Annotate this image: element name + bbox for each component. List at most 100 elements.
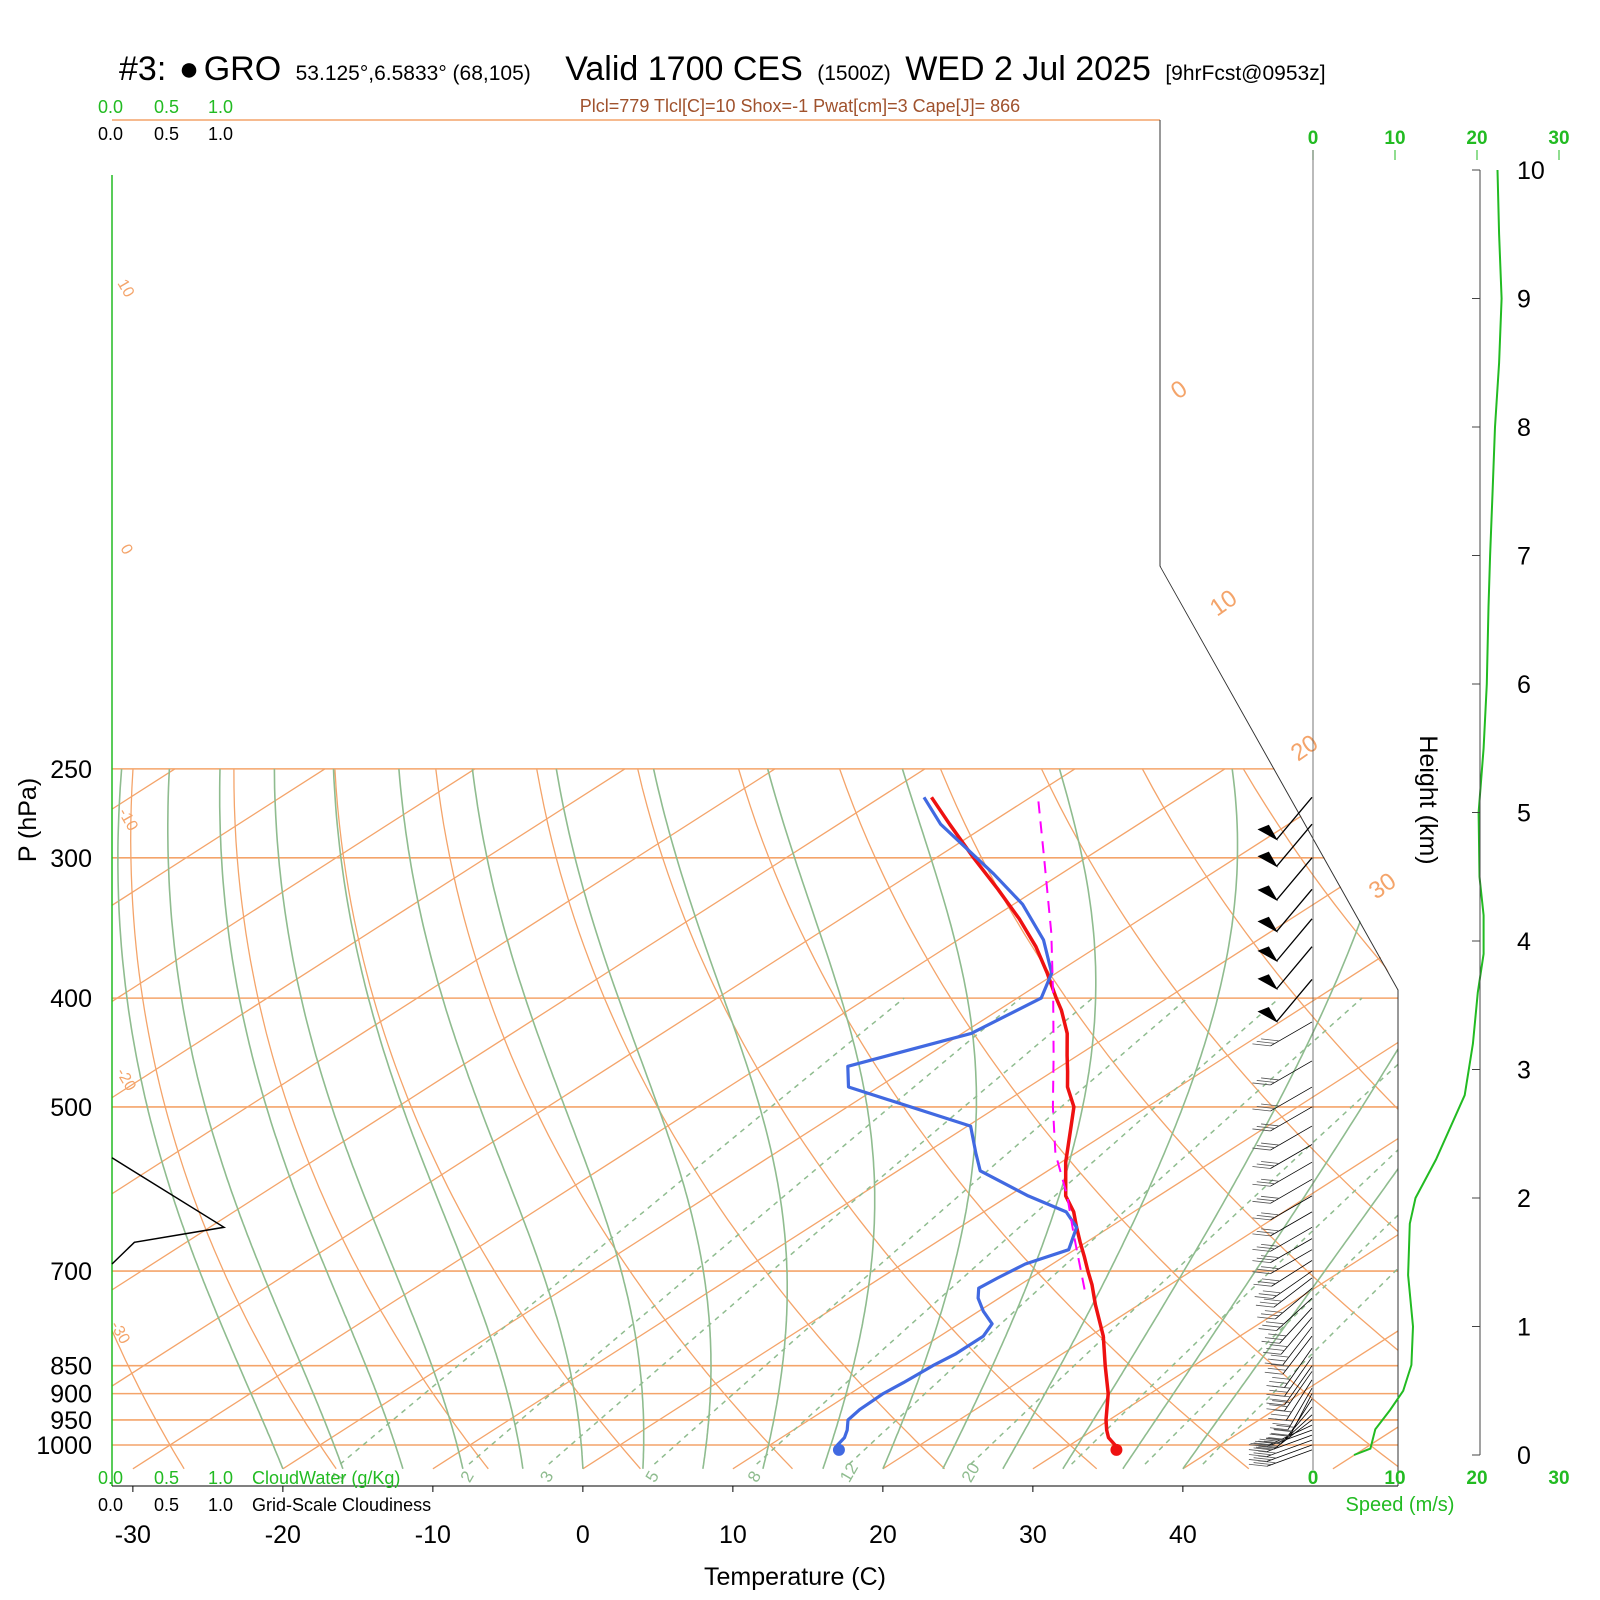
x-axis-label: Temperature (C) [704, 1563, 886, 1591]
moist-adiabat-24 [942, 768, 1097, 1470]
wind-barb-flag [1257, 824, 1278, 841]
wind-barb-feather [1254, 1296, 1273, 1299]
wind-barb-shaft [1274, 1287, 1313, 1320]
wind-barb-feather [1253, 1283, 1272, 1287]
wind-barb-800 [1264, 1335, 1313, 1375]
isotherm-30 [1032, 1234, 1398, 1470]
wind-barb-340 [1257, 918, 1313, 963]
wind-barb-shaft [1270, 1021, 1313, 1047]
wind-barb-feather [1261, 1195, 1280, 1199]
wind-barb-feather [1255, 1304, 1274, 1308]
wind-barb-feather [1273, 1428, 1292, 1432]
height-tick-7: 7 [1517, 543, 1531, 571]
wind-barb-725 [1257, 1287, 1313, 1320]
wind-barb-600 [1252, 1195, 1313, 1221]
wind-barb-feather [1256, 1041, 1275, 1044]
wind-barb-feather [1261, 1038, 1280, 1042]
wind-barb-shaft [1280, 1317, 1313, 1355]
wind-barb-feather [1272, 1400, 1291, 1403]
p-tick-700: 700 [50, 1258, 92, 1286]
wind-barb-265 [1257, 796, 1313, 841]
wind-barb-feather [1252, 1260, 1271, 1264]
wind-barb-feather [1258, 1293, 1277, 1297]
wind-barb-flag [1257, 885, 1278, 902]
wind-barb-feather [1252, 1147, 1271, 1151]
wind-barb-feather [1269, 1344, 1288, 1348]
wind-barb-shaft [1284, 1347, 1313, 1388]
forecast-info: [9hrFcst@0953z] [1165, 62, 1325, 85]
p-tick-500: 500 [50, 1094, 92, 1122]
isotherm-0 [582, 945, 1398, 1470]
speed-tick-top-3: 30 [1548, 128, 1569, 149]
wind-barb-feather [1264, 1371, 1283, 1375]
wind-barb-feather [1270, 1354, 1289, 1358]
wind-barb-feather [1256, 1126, 1275, 1129]
sounding-series [832, 796, 1123, 1456]
wind-barb-feather [1261, 1313, 1280, 1317]
dry-adiabat--30 [112, 1328, 185, 1470]
background-grid [112, 768, 1398, 1470]
wind-barb-feather [1248, 1463, 1267, 1467]
wind-barb-feather [1268, 1333, 1287, 1337]
moist-adiabat-0 [398, 768, 584, 1469]
moist-adiabat--4 [332, 768, 524, 1469]
moist-adiabat--8 [273, 768, 464, 1470]
wind-barb-feather [1272, 1423, 1291, 1426]
temp-tick-0: 0 [576, 1521, 590, 1549]
height-tick-5: 5 [1517, 800, 1531, 828]
wind-barb-feather [1252, 1233, 1271, 1237]
temp-tick-30: 30 [1019, 1521, 1047, 1549]
cloudwater-tick-bottom-2: 1.0 [208, 1468, 233, 1488]
wind-barb-feather [1252, 1166, 1271, 1169]
mixing-ratio-label-5: 5 [642, 1468, 663, 1486]
wind-barb-860 [1266, 1371, 1313, 1412]
wind-barb-feather [1256, 1230, 1275, 1234]
wind-barb-shaft [1266, 1429, 1313, 1447]
wind-barb-feather [1267, 1367, 1286, 1371]
wind-barb-feather [1263, 1440, 1282, 1444]
wind-barb-shaft [1284, 1356, 1313, 1397]
wind-barb-shaft [1270, 1178, 1313, 1204]
cloudwater-tick-bottom-1: 0.5 [154, 1468, 179, 1488]
speed-axis-label: Speed (m/s) [1346, 1494, 1455, 1516]
dry-adiabat-60 [939, 768, 1398, 1352]
wind-barb-feather [1255, 1446, 1274, 1450]
wind-barb-540 [1252, 1144, 1313, 1169]
wind-barb-feather [1248, 1459, 1267, 1462]
moist-adiabat-40 [1182, 1167, 1398, 1470]
wind-barb-655 [1252, 1238, 1313, 1264]
wind-barb-shaft [1270, 1226, 1313, 1252]
mixing-ratio-label-20: 20 [958, 1460, 984, 1486]
wind-barb-shaft [1271, 1260, 1313, 1287]
cloudiness-tick-top-0: 0.0 [98, 124, 123, 144]
wind-barb-feather [1261, 1340, 1280, 1344]
cloudiness-tick-bottom-0: 0.0 [98, 1495, 123, 1515]
wind-barb-shaft [1285, 1379, 1313, 1421]
wind-barb-shaft [1270, 1086, 1313, 1112]
wind-barbs [1248, 796, 1313, 1467]
wind-barb-shaft [1287, 1387, 1313, 1430]
plot-frame [111, 119, 1600, 1487]
station-mark: ● [179, 50, 200, 88]
height-tick-9: 9 [1517, 286, 1531, 314]
wind-barb-feather [1252, 1217, 1271, 1221]
height-tick-2: 2 [1517, 1185, 1531, 1213]
wind-barb-755 [1261, 1307, 1313, 1344]
wind-barb-900 [1271, 1393, 1313, 1437]
wind-barb-feather [1264, 1362, 1283, 1366]
wind-barb-shaft [1276, 857, 1313, 901]
temp-tick-40: 40 [1169, 1521, 1197, 1549]
isotherm--90 [112, 768, 326, 907]
header-title: #3: ● GRO 53.125°,6.5833° (68,105) Valid… [119, 50, 1326, 88]
y-axis-label: P (hPa) [14, 778, 42, 862]
mixing-ratio-label-12: 12 [836, 1460, 862, 1486]
moist-adiabat-20 [882, 768, 978, 1470]
wind-barb-300 [1257, 857, 1313, 902]
wind-barb-shaft [1266, 1449, 1313, 1467]
wind-barb-flag [1257, 1006, 1278, 1023]
isotherm-10 [732, 1041, 1398, 1470]
moist-adiabat-16 [766, 768, 876, 1470]
wind-barb-flag [1257, 946, 1278, 963]
wind-barb-feather [1276, 1424, 1295, 1428]
